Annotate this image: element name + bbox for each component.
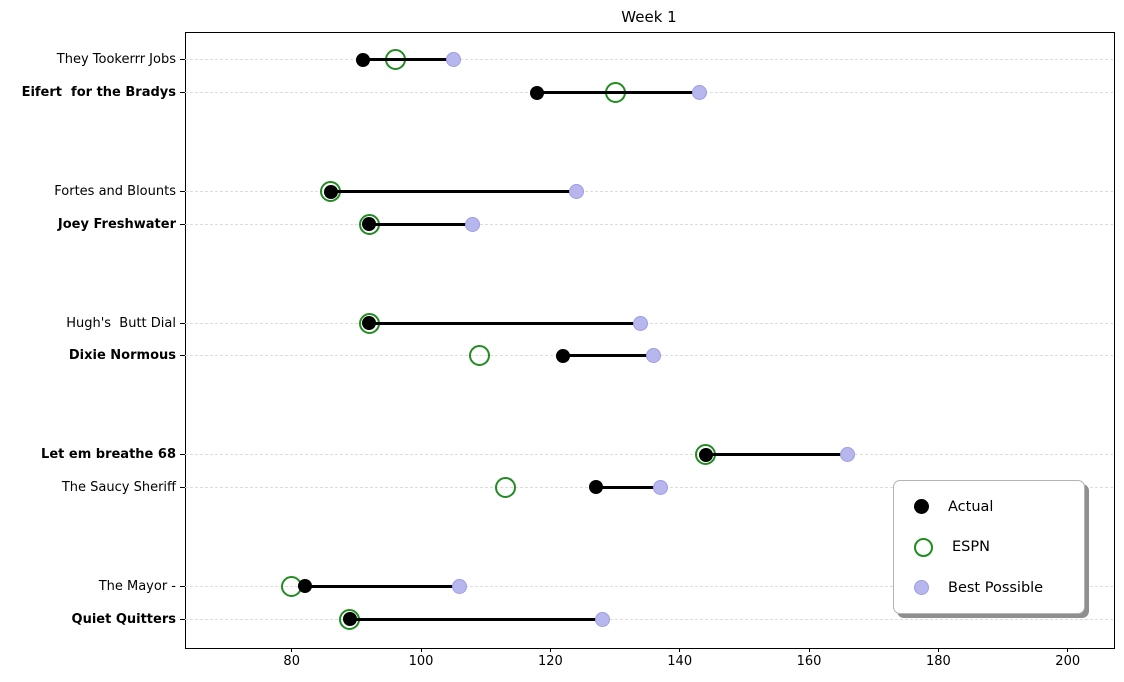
x-tick-label: 180 — [925, 654, 951, 669]
y-tick-mark — [180, 618, 185, 620]
y-axis-team-label: They Tookerrr Jobs — [56, 52, 176, 68]
y-tick-mark — [180, 486, 185, 488]
actual-to-best-connector — [705, 453, 848, 457]
actual-to-best-connector — [304, 584, 460, 588]
legend: Actual ESPN Best Possible — [893, 480, 1085, 614]
legend-entry-best: Best Possible — [914, 580, 1084, 596]
x-tick-mark — [1067, 648, 1069, 652]
espn-marker — [468, 345, 490, 367]
x-tick-label: 120 — [537, 654, 563, 669]
legend-label-best: Best Possible — [948, 579, 1044, 596]
x-tick-label: 140 — [667, 654, 693, 669]
y-axis-team-label: Quiet Quitters — [71, 611, 176, 627]
actual-to-best-connector — [369, 222, 473, 226]
best-possible-marker — [465, 216, 481, 232]
legend-label-actual: Actual — [948, 498, 994, 515]
x-tick-label: 200 — [1055, 654, 1081, 669]
actual-marker — [342, 612, 357, 627]
x-tick-mark — [291, 648, 293, 652]
chart-title: Week 1 — [621, 8, 677, 26]
grid-line — [185, 322, 1113, 324]
x-tick-mark — [679, 648, 681, 652]
x-tick-mark — [808, 648, 810, 652]
y-axis-team-label: Hugh's Butt Dial — [66, 315, 176, 331]
x-tick-mark — [549, 648, 551, 652]
y-tick-mark — [180, 191, 185, 192]
best-possible-marker — [633, 315, 649, 331]
best-possible-marker — [840, 447, 856, 463]
actual-marker-icon — [914, 499, 929, 514]
legend-label-espn: ESPN — [952, 539, 990, 555]
actual-marker — [588, 480, 603, 495]
best-possible-marker — [691, 85, 707, 101]
grid-line — [185, 618, 1113, 620]
grid-line — [185, 454, 1113, 456]
x-tick-mark — [937, 648, 939, 652]
best-possible-marker — [646, 348, 662, 364]
best-possible-marker — [568, 184, 584, 199]
espn-marker-icon — [914, 537, 933, 557]
grid-line — [185, 223, 1113, 225]
y-tick-mark — [180, 322, 185, 324]
actual-marker — [530, 85, 545, 100]
grid-line — [185, 59, 1113, 61]
best-possible-marker — [452, 578, 468, 594]
y-axis-team-label: Dixie Normous — [68, 348, 176, 364]
y-axis-team-label: Eifert for the Bradys — [21, 85, 176, 101]
actual-to-best-connector — [369, 321, 641, 325]
best-possible-marker — [652, 479, 668, 495]
y-axis-team-label: Joey Freshwater — [57, 216, 176, 232]
y-axis-team-label: The Saucy Sheriff — [61, 479, 176, 495]
actual-to-best-connector — [595, 485, 661, 489]
grid-line — [185, 585, 1113, 587]
y-axis-team-label: Fortes and Blounts — [54, 184, 176, 199]
actual-to-best-connector — [349, 617, 603, 621]
actual-to-best-connector — [537, 91, 700, 95]
actual-to-best-connector — [330, 190, 577, 193]
actual-marker — [556, 348, 571, 363]
best-possible-marker-icon — [914, 580, 929, 595]
y-tick-mark — [180, 223, 185, 225]
x-tick-label: 80 — [283, 654, 300, 669]
actual-to-best-connector — [362, 58, 454, 62]
y-tick-mark — [180, 355, 185, 357]
y-axis-team-label: Let em breathe 68 — [41, 447, 176, 463]
actual-marker — [698, 447, 713, 462]
legend-entry-actual: Actual — [914, 499, 1084, 515]
actual-marker — [323, 184, 338, 199]
actual-marker — [297, 579, 312, 594]
y-tick-mark — [180, 92, 185, 94]
x-tick-label: 160 — [796, 654, 822, 669]
best-possible-marker — [594, 611, 610, 627]
y-tick-mark — [180, 454, 185, 456]
grid-line — [185, 191, 1113, 192]
x-tick-label: 100 — [408, 654, 434, 669]
actual-marker — [355, 52, 370, 67]
y-tick-mark — [180, 59, 185, 61]
best-possible-marker — [445, 52, 461, 68]
actual-to-best-connector — [563, 354, 654, 358]
y-axis-team-label: The Mayor - — [98, 578, 176, 594]
x-tick-mark — [420, 648, 422, 652]
actual-marker — [362, 316, 377, 331]
legend-entry-espn: ESPN — [914, 537, 1084, 557]
actual-marker — [362, 217, 377, 232]
espn-marker — [494, 476, 516, 498]
y-tick-mark — [180, 585, 185, 587]
